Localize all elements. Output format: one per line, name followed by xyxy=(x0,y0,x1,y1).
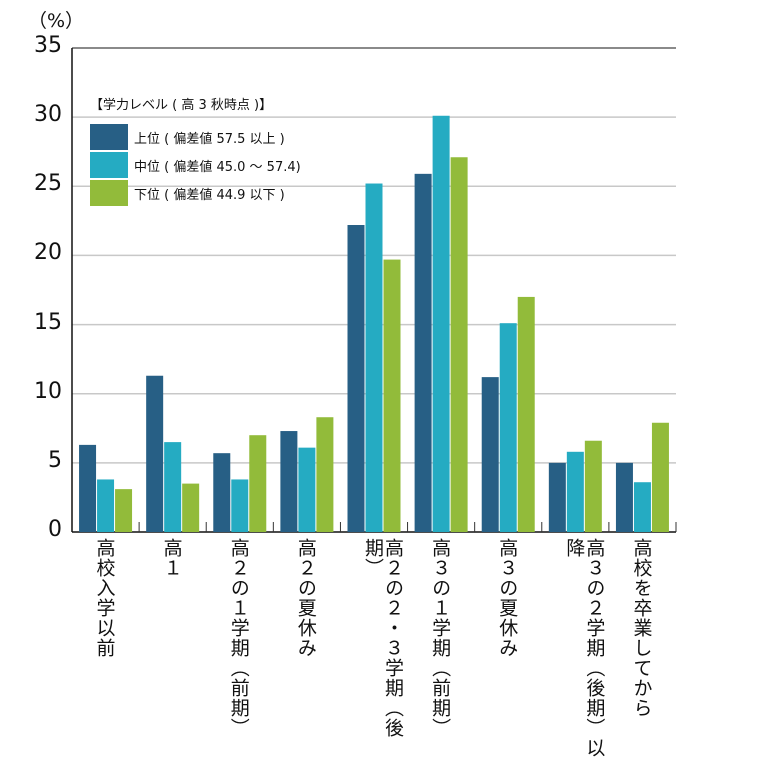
bar-0-0 xyxy=(79,444,97,532)
y-tick-label: 25 xyxy=(34,171,62,197)
bar-0-5 xyxy=(414,173,432,532)
x-tick-label: 高２の２・３学期（後期） xyxy=(362,538,404,738)
y-tick-label: 0 xyxy=(48,517,62,542)
x-tick-label: 高１ xyxy=(160,538,183,578)
bar-1-1 xyxy=(164,442,182,532)
bar-2-1 xyxy=(182,483,200,532)
bar-1-7 xyxy=(566,451,584,532)
bar-0-8 xyxy=(615,462,633,532)
legend-swatch xyxy=(90,180,128,206)
legend: 【学力レベル ( 高 3 秋時点 )】 上位 ( 偏差値 57.5 以上 ) 中位… xyxy=(90,94,301,207)
bar-1-5 xyxy=(432,115,450,532)
legend-label: 中位 ( 偏差値 45.0 〜 57.4) xyxy=(134,159,301,175)
bar-1-3 xyxy=(298,447,316,532)
legend-item: 上位 ( 偏差値 57.5 以上 ) xyxy=(90,123,301,151)
bar-2-6 xyxy=(517,296,535,532)
legend-item: 中位 ( 偏差値 45.0 〜 57.4) xyxy=(90,151,301,179)
bar-2-5 xyxy=(450,157,468,532)
y-tick-label: 15 xyxy=(34,309,62,335)
bar-0-4 xyxy=(347,225,365,532)
bar-2-7 xyxy=(584,440,602,532)
legend-swatch xyxy=(90,124,128,150)
bar-1-4 xyxy=(365,183,383,532)
legend-swatch xyxy=(90,152,128,178)
bar-0-1 xyxy=(146,375,164,532)
legend-label: 下位 ( 偏差値 44.9 以下 ) xyxy=(134,187,285,203)
bar-0-2 xyxy=(213,453,231,532)
x-tick-label: 高２の夏休み xyxy=(294,538,317,658)
bar-2-3 xyxy=(316,417,334,532)
bar-2-2 xyxy=(249,435,267,532)
y-tick-label: 20 xyxy=(34,240,62,266)
x-tick-label: 高２の１学期（前期） xyxy=(227,538,250,738)
y-unit-label: （%） xyxy=(28,10,85,32)
bar-1-2 xyxy=(231,479,249,532)
y-tick-label: 30 xyxy=(34,102,62,128)
x-tick-label: 高校を卒業してから xyxy=(630,538,653,718)
bar-0-3 xyxy=(280,431,298,532)
x-tick-label: 高校入学以前 xyxy=(93,538,116,658)
y-tick-label: 5 xyxy=(48,447,62,473)
bar-2-0 xyxy=(115,489,133,532)
bar-1-8 xyxy=(633,482,651,532)
bar-1-6 xyxy=(499,323,517,532)
y-tick-label: 10 xyxy=(34,378,62,404)
bar-2-8 xyxy=(651,422,669,532)
x-tick-label: 高３の夏休み xyxy=(496,538,519,658)
bar-2-4 xyxy=(383,259,401,532)
x-tick-label: 高３の１学期（前期） xyxy=(429,538,452,738)
bar-0-7 xyxy=(548,462,566,532)
bar-0-6 xyxy=(481,377,499,532)
x-tick-label: 高３の２学期（後期）以降 xyxy=(563,538,606,758)
legend-label: 上位 ( 偏差値 57.5 以上 ) xyxy=(134,131,285,147)
legend-item: 下位 ( 偏差値 44.9 以下 ) xyxy=(90,179,301,207)
legend-title: 【学力レベル ( 高 3 秋時点 )】 xyxy=(90,98,273,113)
y-tick-label: 35 xyxy=(34,33,62,58)
bar-1-0 xyxy=(97,479,115,532)
